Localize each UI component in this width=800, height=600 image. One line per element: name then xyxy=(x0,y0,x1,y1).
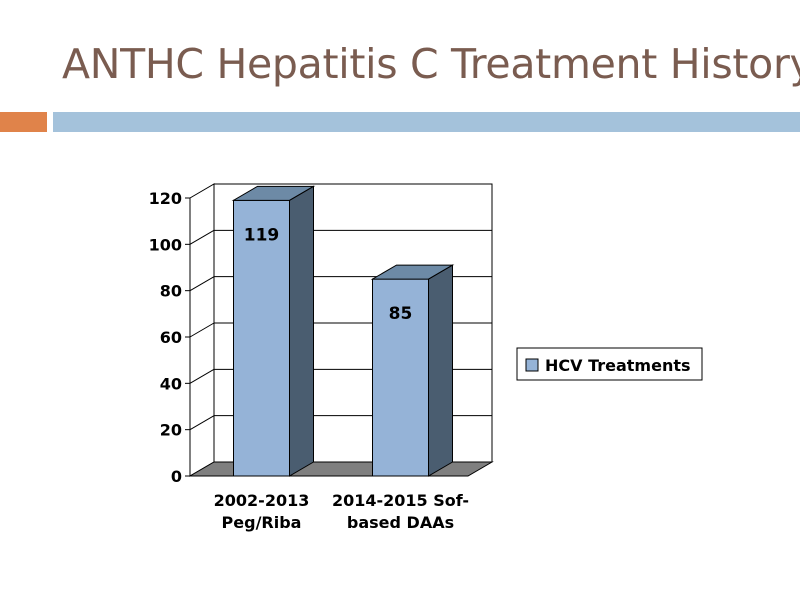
data-label: 85 xyxy=(389,304,413,324)
gridline-depth xyxy=(189,415,215,431)
bar-front xyxy=(233,199,290,477)
gridline-depth xyxy=(189,368,215,384)
legend-label: HCV Treatments xyxy=(545,356,691,375)
bar-top xyxy=(231,185,316,201)
gridline-depth xyxy=(189,229,215,245)
y-tick-label: 120 xyxy=(149,189,182,208)
bar-side xyxy=(428,264,453,477)
x-category-label: Peg/Riba xyxy=(222,513,302,532)
y-tick-label: 60 xyxy=(160,328,182,347)
y-tick-label: 20 xyxy=(160,421,182,440)
x-category-label: 2014-2015 Sof- xyxy=(332,491,469,510)
data-label: 119 xyxy=(244,225,280,245)
bar-side xyxy=(289,185,314,477)
x-category-label: 2002-2013 xyxy=(214,491,310,510)
accent-bar xyxy=(0,112,47,132)
gridline-depth xyxy=(189,322,215,338)
bar-front xyxy=(372,278,429,477)
y-tick-label: 40 xyxy=(160,374,182,393)
bar-top xyxy=(370,264,455,280)
legend-box xyxy=(516,347,703,381)
gridline-depth xyxy=(189,276,215,292)
slide-title: ANTHC Hepatitis C Treatment History xyxy=(62,40,800,88)
y-tick-label: 0 xyxy=(171,467,182,486)
y-tick-label: 80 xyxy=(160,282,182,301)
title-rule-bar xyxy=(53,112,800,132)
x-category-label: based DAAs xyxy=(347,513,454,532)
legend-swatch xyxy=(525,358,539,372)
y-tick-label: 100 xyxy=(149,235,182,254)
